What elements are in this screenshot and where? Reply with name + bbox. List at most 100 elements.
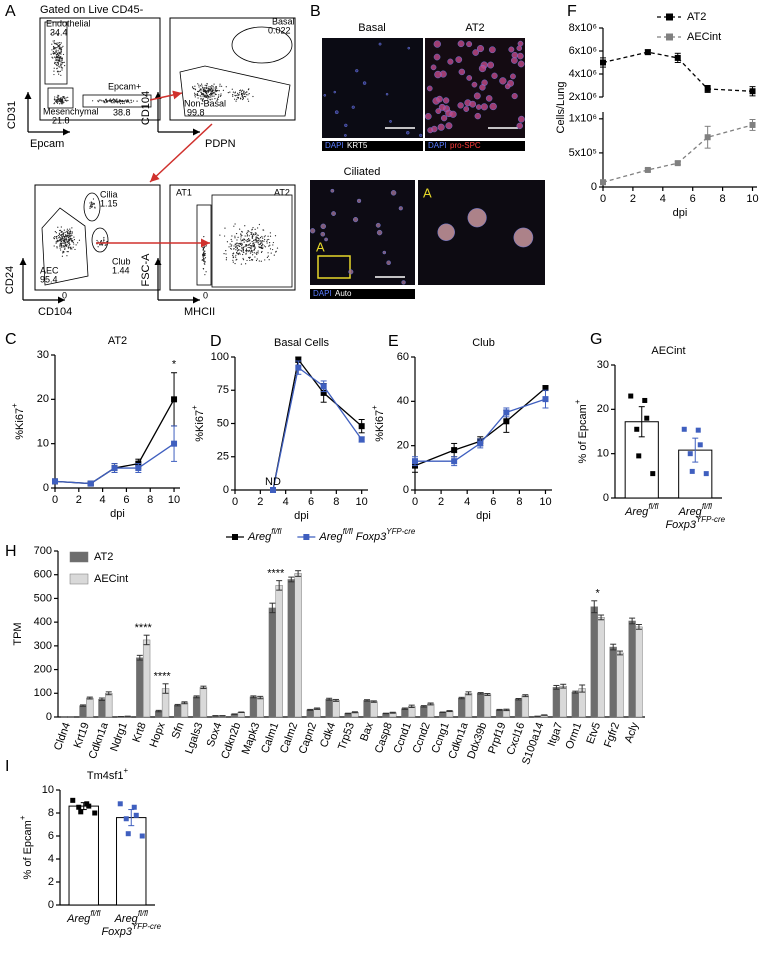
cell [508,46,515,53]
bar [142,639,151,718]
event-dot [235,259,237,261]
event-dot [202,267,204,270]
legend-label: AT2 [94,551,113,563]
event-dot [53,40,56,42]
gate-name: Epcam+ [108,81,141,91]
label-sup: fl/fl [702,502,712,511]
cell [406,130,410,135]
marker [749,121,756,128]
event-dot [136,100,138,102]
x-tick-label: Sfn [170,721,187,741]
event-dot [202,259,204,261]
event-dot [62,97,64,99]
x-tick-label: Capn2 [297,721,319,756]
event-dot [199,88,201,90]
bar [199,687,208,718]
event-dot [61,240,63,242]
micrograph [310,180,415,285]
event-dot [54,43,56,45]
x-tick-label: Foxp3YFP-cre [101,922,161,938]
event-dot [244,93,246,95]
event-dot [201,85,203,87]
event-dot [239,228,241,230]
event-dot [245,94,248,96]
bar [249,696,258,718]
error-bar [629,617,636,625]
marker [542,396,549,403]
event-dot [263,245,265,247]
event-dot [260,247,263,249]
error-bar [136,654,143,661]
event-dot [205,90,208,92]
cell [458,68,466,76]
event-dot [258,260,260,262]
error-bar [332,698,339,702]
event-dot [248,249,251,251]
bar [116,817,147,906]
cell [323,94,327,97]
event-dot [198,86,200,88]
cell [516,45,523,52]
event-dot [257,250,259,252]
bar [370,701,378,718]
event-dot [241,96,243,98]
event-dot [59,247,61,249]
event-dot [69,232,71,235]
cell [510,73,516,80]
event-dot [65,242,67,244]
event-dot [221,85,223,87]
cell [351,105,355,109]
bar [332,700,340,718]
x-tick-label: 8 [720,193,726,205]
y-tick-label: 400 [34,616,52,628]
event-dot [60,56,62,58]
error-bar [420,705,427,708]
event-dot [54,53,56,55]
event-dot [248,93,250,95]
event-dot [105,98,107,100]
panel-letter: B [310,3,321,20]
event-dot [249,256,251,258]
event-dot [233,245,235,247]
event-dot [52,50,55,53]
bar [313,708,321,718]
event-dot [241,93,243,96]
event-dot [236,245,238,247]
event-dot [193,92,196,94]
label-text: Areg [247,531,272,543]
event-dot [258,238,260,240]
event-dot [219,234,221,236]
error-bar [610,643,617,651]
gate-value: 38.8 [113,107,131,117]
bar [495,709,504,718]
annotation: **** [135,622,153,634]
cell [445,122,453,130]
marker [111,465,118,472]
event-dot [65,99,67,101]
event-dot [58,47,61,50]
event-dot [103,238,105,240]
event-dot [98,99,100,101]
event-dot [207,90,210,92]
event-dot [58,54,60,56]
event-dot [209,98,211,100]
event-dot [54,231,56,233]
event-dot [233,225,235,227]
cell [437,123,445,131]
x-tick-label: Bax [358,720,376,742]
cell [504,83,511,90]
cell [401,280,406,285]
error-bar [389,711,396,714]
event-dot [268,245,270,247]
event-dot [63,232,65,234]
y-tick-label: 8 [48,807,54,819]
event-dot [202,253,205,255]
event-dot [52,57,54,59]
event-dot [69,228,71,230]
bar [628,620,636,718]
bar [79,705,87,718]
event-dot [256,253,258,255]
event-dot [61,235,63,237]
event-dot [243,241,245,243]
event-dot [54,98,56,100]
